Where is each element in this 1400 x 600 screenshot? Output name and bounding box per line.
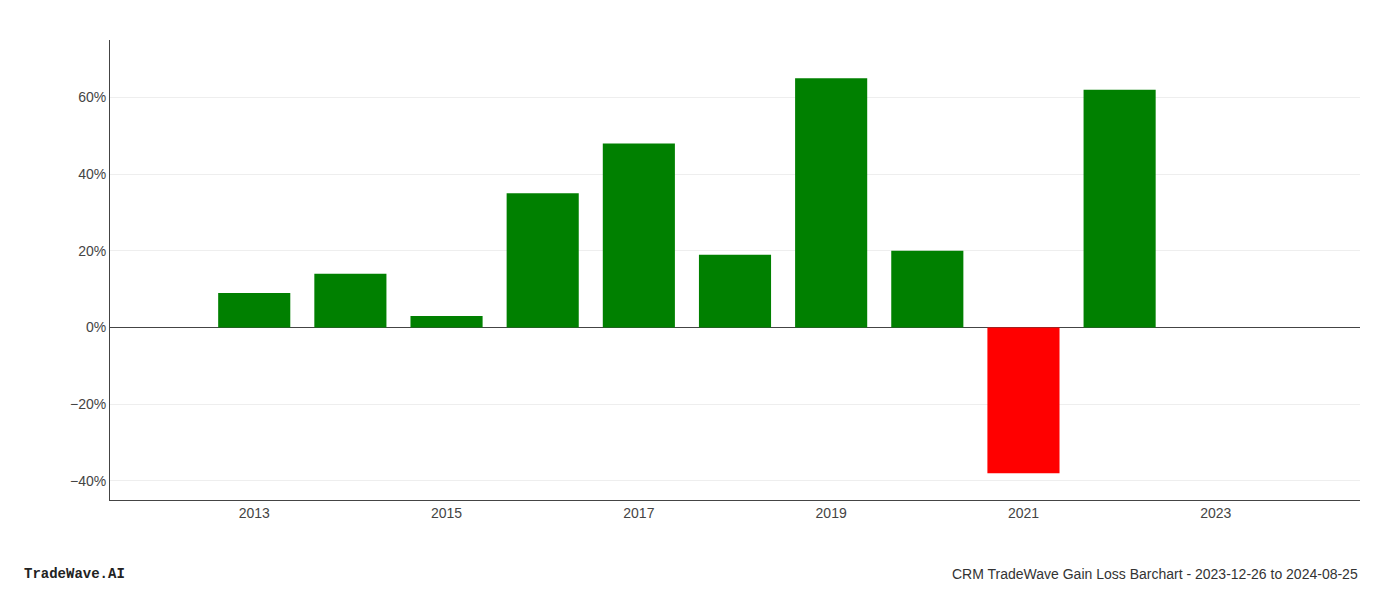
svg-text:40%: 40% [78,166,106,182]
svg-text:TradeWave.AI: TradeWave.AI [24,566,125,582]
svg-text:2021: 2021 [1008,505,1039,521]
svg-text:0%: 0% [86,319,106,335]
svg-text:2015: 2015 [431,505,462,521]
svg-text:2023: 2023 [1200,505,1231,521]
svg-text:2017: 2017 [623,505,654,521]
svg-text:CRM TradeWave Gain Loss Barcha: CRM TradeWave Gain Loss Barchart - 2023-… [952,566,1358,582]
svg-text:20%: 20% [78,243,106,259]
svg-text:2013: 2013 [239,505,270,521]
svg-text:2019: 2019 [816,505,847,521]
svg-text:60%: 60% [78,89,106,105]
svg-text:−20%: −20% [70,396,106,412]
svg-text:−40%: −40% [70,473,106,489]
